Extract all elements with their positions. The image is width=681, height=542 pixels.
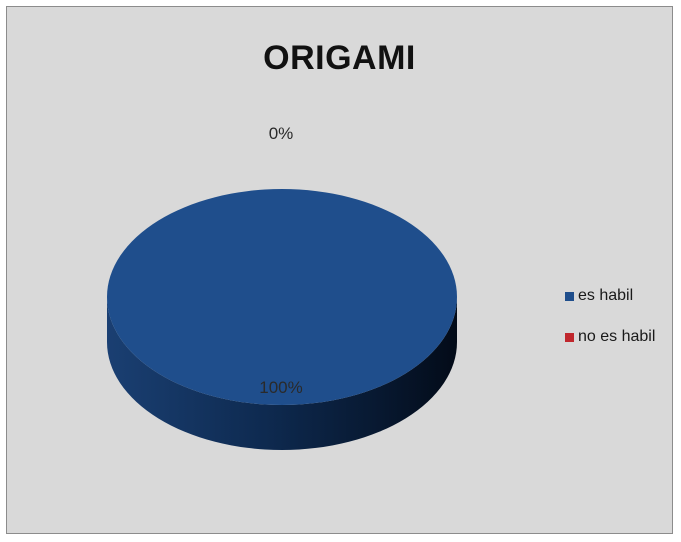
data-label-es-habil: 100% (259, 378, 302, 397)
legend-swatch-no-es-habil (565, 332, 574, 342)
legend-swatch-es-habil (565, 291, 574, 301)
legend-label-es-habil: es habil (578, 287, 634, 304)
pie-chart: 0% 100% (107, 124, 457, 450)
legend-item-es-habil: es habil (565, 285, 655, 307)
legend-item-no-es-habil: no es habil (565, 326, 655, 348)
pie-slice-es-habil (107, 189, 457, 405)
data-label-no-es-habil: 0% (269, 124, 294, 143)
legend-label-no-es-habil: no es habil (578, 328, 656, 345)
legend: es habil no es habil (565, 285, 655, 367)
pie-slices (107, 189, 457, 450)
chart-area: ORIGAMI 0% 100% es habil no es habil (6, 6, 673, 534)
pie-side (107, 297, 457, 450)
chart-title: ORIGAMI (263, 39, 416, 77)
